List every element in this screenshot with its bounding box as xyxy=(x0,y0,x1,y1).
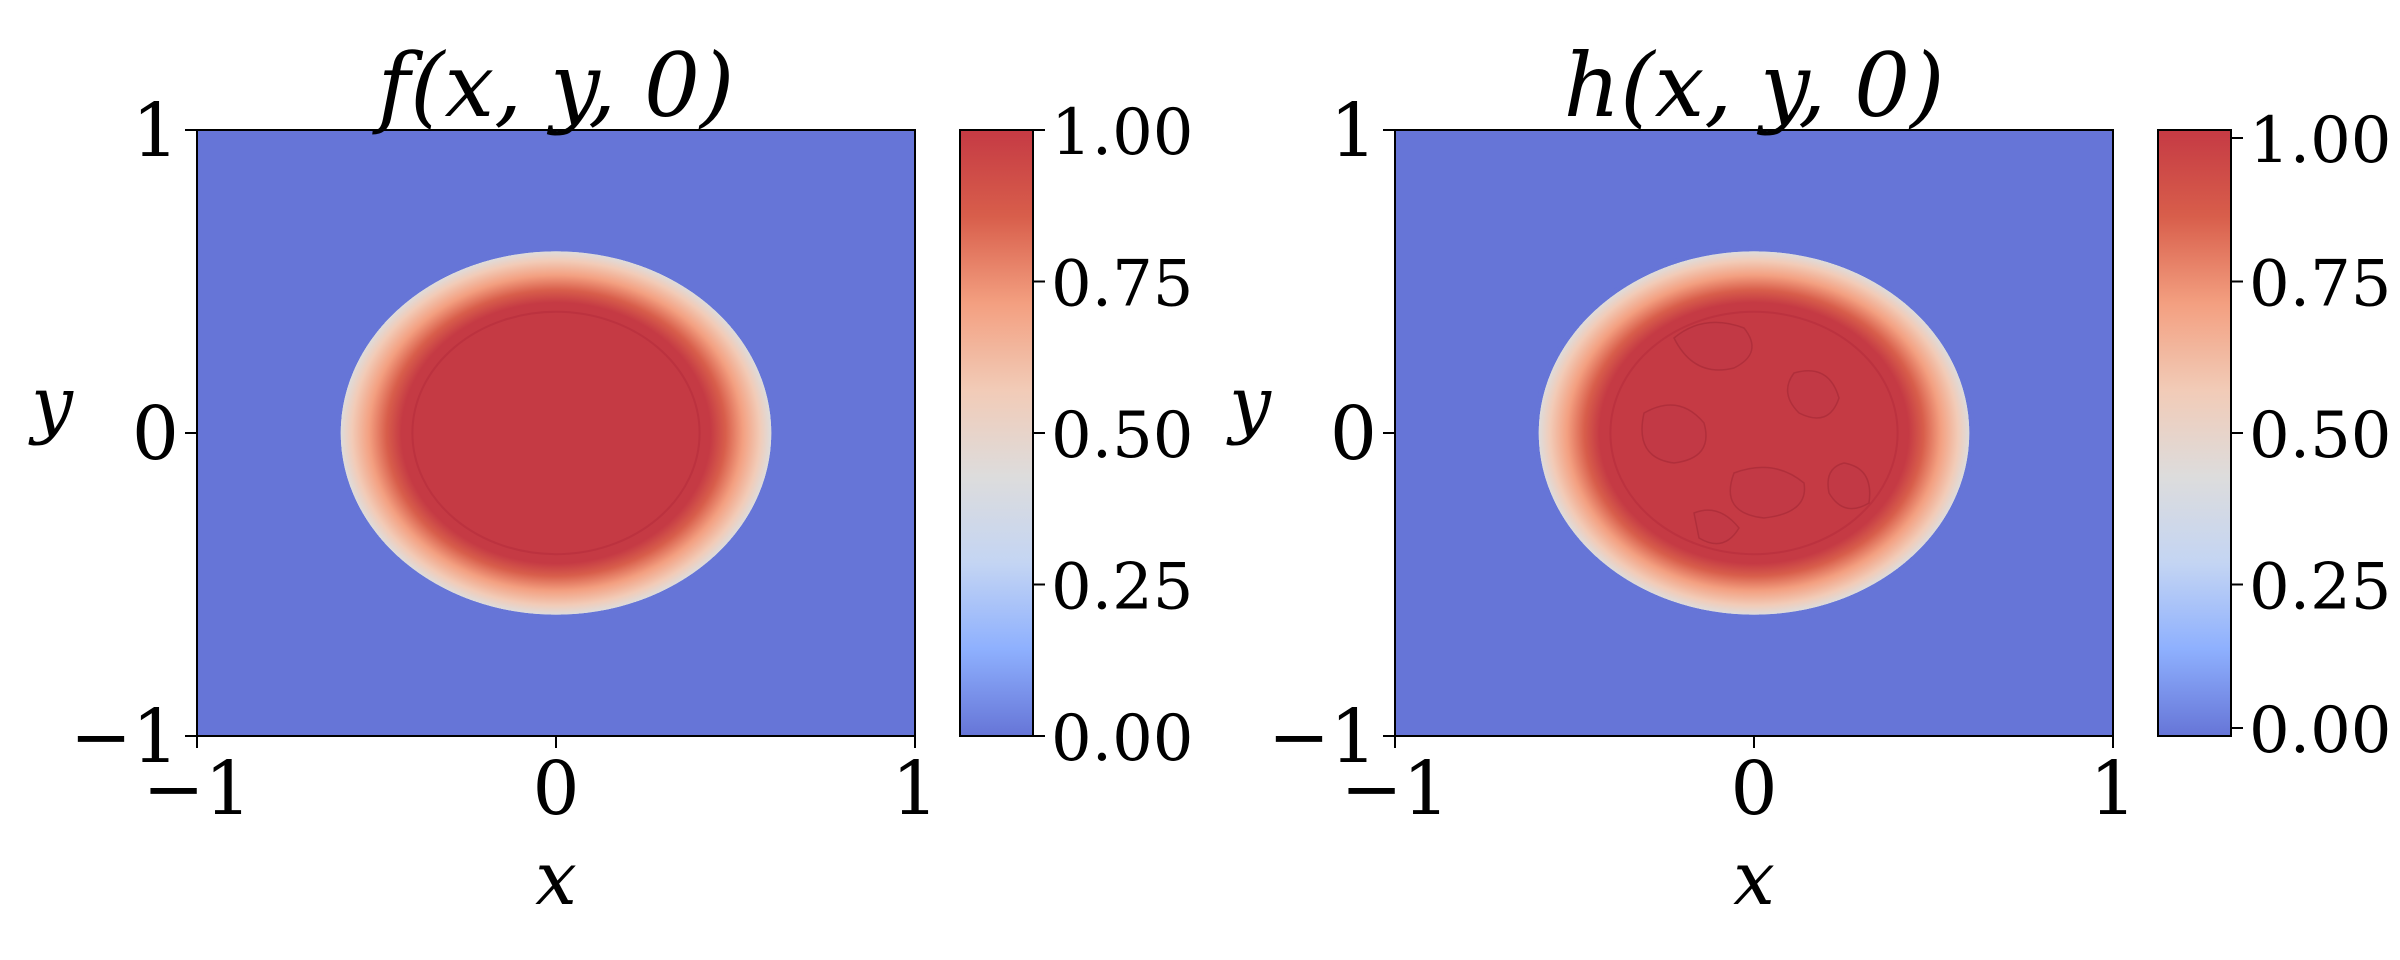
x-tick-label: 1 xyxy=(891,746,938,832)
plateau-contour xyxy=(1609,310,1899,556)
colorbar-tick-label: 0.25 xyxy=(2249,551,2392,625)
y-tick-label: 1 xyxy=(132,88,179,174)
noise-contour xyxy=(1641,404,1707,464)
y-tick-label: −1 xyxy=(1268,694,1377,780)
x-tick-label: −1 xyxy=(1340,746,1449,832)
noise-contour xyxy=(1786,370,1840,419)
colorbar-tick-label: 1.00 xyxy=(1051,96,1194,170)
y-tick-label: −1 xyxy=(70,694,179,780)
plateau-contour xyxy=(411,310,701,556)
heatmap-disc xyxy=(340,251,772,615)
y-tick-label: 1 xyxy=(1330,88,1377,174)
colorbar-tick-label: 1.00 xyxy=(2249,104,2392,178)
x-tick-label: 0 xyxy=(532,746,579,832)
chart-title: f(x, y, 0) xyxy=(372,34,735,137)
panel-1: −1 0 1 −1 0 1 f(x, y, 0) x y 0.00 0.25 0.50 0.75 1.00 xyxy=(28,34,1193,922)
colorbar-tick-label: 0.75 xyxy=(1051,248,1194,322)
y-axis-label: y xyxy=(28,361,74,447)
colorbar-tick-label: 0.50 xyxy=(1051,399,1194,473)
noise-contour xyxy=(1673,321,1753,371)
colorbar-tick-label: 0.25 xyxy=(1051,551,1194,625)
x-axis-label: x xyxy=(535,836,577,922)
colorbar-tick-label: 0.50 xyxy=(2249,399,2392,473)
chart-title: h(x, y, 0) xyxy=(1564,34,1945,137)
noise-contour xyxy=(1693,509,1740,545)
noise-contour xyxy=(1729,466,1806,519)
noise-contour xyxy=(1827,462,1871,510)
y-axis-label: y xyxy=(1226,361,1272,447)
x-tick-label: 0 xyxy=(1730,746,1777,832)
x-axis-label: x xyxy=(1733,836,1775,922)
noise-edge xyxy=(1533,246,1975,620)
colorbar-tick-label: 0.00 xyxy=(2249,694,2392,768)
x-tick-label: 1 xyxy=(2089,746,2136,832)
colorbar xyxy=(959,129,1034,737)
colorbar-tick-label: 0.75 xyxy=(2249,248,2392,322)
y-tick-label: 0 xyxy=(132,391,179,477)
colorbar xyxy=(2157,129,2232,737)
heatmap-disc xyxy=(1538,251,1970,615)
y-tick-label: 0 xyxy=(1330,391,1377,477)
x-tick-label: −1 xyxy=(142,746,251,832)
colorbar-tick-label: 0.00 xyxy=(1051,702,1194,776)
panel-2: −1 0 1 −1 0 1 h(x, y, 0) x y 0.00 0.25 0.50 0.75 1.00 xyxy=(1226,34,2391,922)
